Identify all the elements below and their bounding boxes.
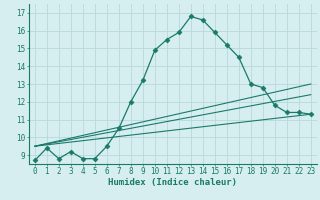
X-axis label: Humidex (Indice chaleur): Humidex (Indice chaleur) (108, 178, 237, 187)
